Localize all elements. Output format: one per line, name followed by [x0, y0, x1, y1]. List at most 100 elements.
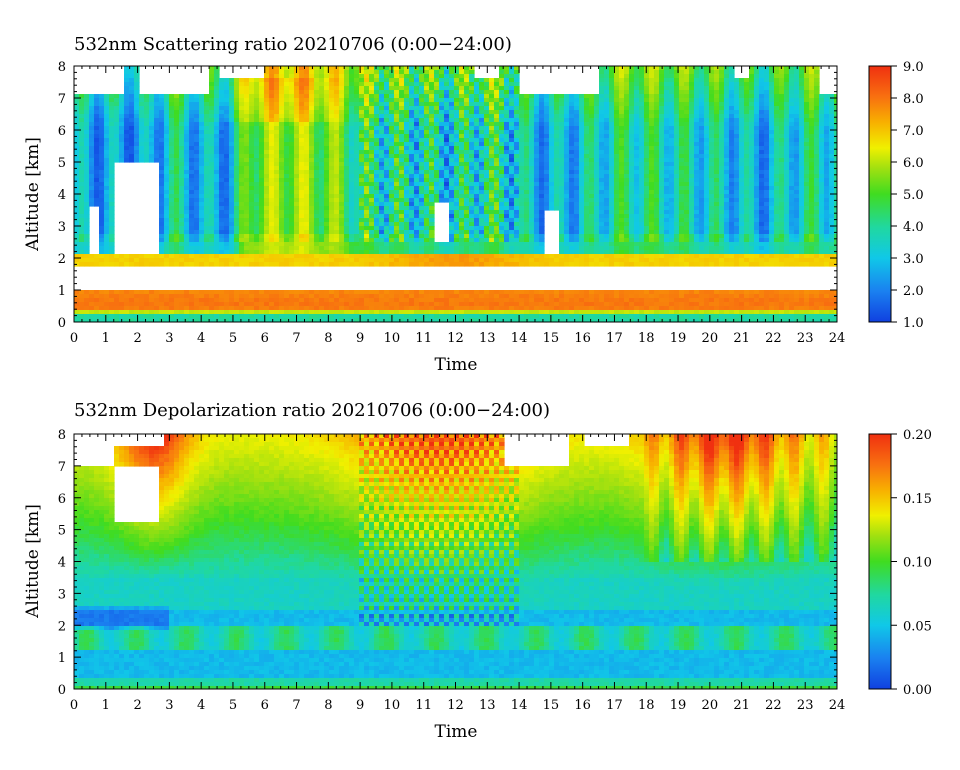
field-cell	[184, 158, 190, 163]
field-cell	[289, 210, 295, 215]
field-cell	[244, 226, 250, 231]
field-cell	[314, 170, 320, 175]
field-cell	[269, 182, 275, 187]
field-cell	[469, 142, 475, 147]
field-cell	[274, 162, 280, 167]
field-cell	[534, 226, 540, 231]
field-cell	[469, 78, 475, 83]
field-cell	[89, 290, 95, 295]
field-cell	[249, 298, 255, 303]
field-cell	[189, 142, 195, 147]
field-cell	[519, 174, 525, 179]
field-cell	[294, 306, 300, 311]
field-cell	[514, 198, 520, 203]
panel1-title: 532nm Scattering ratio 20210706 (0:00−24…	[74, 34, 512, 55]
field-cell	[499, 170, 505, 175]
field-cell	[464, 246, 470, 251]
field-cell	[469, 130, 475, 135]
field-cell	[164, 114, 170, 119]
field-cell	[289, 242, 295, 247]
field-cell	[404, 118, 410, 123]
field-cell	[159, 110, 165, 115]
field-cell	[449, 258, 455, 263]
field-cell	[169, 246, 175, 251]
field-cell	[519, 234, 525, 239]
field-cell	[374, 154, 380, 159]
field-cell	[454, 106, 460, 111]
field-cell	[539, 98, 545, 103]
field-cell	[404, 238, 410, 243]
field-cell	[214, 150, 220, 155]
field-cell	[284, 186, 290, 191]
field-cell	[274, 258, 280, 263]
field-cell	[384, 90, 390, 95]
field-cell	[74, 318, 80, 322]
field-cell	[209, 110, 215, 115]
field-cell	[364, 302, 370, 307]
field-cell	[409, 186, 415, 191]
field-cell	[534, 234, 540, 239]
field-cell	[394, 110, 400, 115]
field-cell	[534, 186, 540, 191]
field-cell	[239, 110, 245, 115]
field-cell	[384, 178, 390, 183]
field-cell	[389, 190, 395, 195]
field-cell	[79, 98, 85, 103]
field-cell	[169, 314, 175, 319]
field-cell	[419, 238, 425, 243]
field-cell	[414, 174, 420, 179]
field-cell	[404, 82, 410, 87]
field-cell	[374, 66, 380, 71]
field-cell	[394, 118, 400, 123]
field-cell	[504, 234, 510, 239]
field-cell	[224, 170, 230, 175]
field-cell	[74, 130, 80, 135]
field-cell	[339, 122, 345, 127]
field-cell	[274, 298, 280, 303]
field-cell	[184, 222, 190, 227]
field-cell	[409, 182, 415, 187]
field-cell	[89, 190, 95, 195]
field-cell	[514, 102, 520, 107]
field-cell	[104, 186, 110, 191]
field-cell	[299, 106, 305, 111]
field-cell	[269, 90, 275, 95]
field-cell	[489, 294, 495, 299]
field-cell	[84, 138, 90, 143]
field-cell	[404, 242, 410, 247]
field-cell	[479, 258, 485, 263]
field-cell	[339, 142, 345, 147]
field-cell	[419, 146, 425, 151]
field-cell	[99, 158, 105, 163]
field-cell	[339, 146, 345, 151]
field-cell	[364, 162, 370, 167]
field-cell	[359, 158, 365, 163]
field-cell	[244, 218, 250, 223]
field-cell	[179, 186, 185, 191]
field-cell	[514, 226, 520, 231]
field-cell	[284, 154, 290, 159]
field-cell	[499, 78, 505, 83]
field-cell	[454, 318, 460, 322]
field-cell	[489, 82, 495, 87]
field-cell	[169, 234, 175, 239]
field-cell	[354, 222, 360, 227]
field-cell	[339, 182, 345, 187]
field-cell	[414, 110, 420, 115]
field-cell	[534, 178, 540, 183]
field-cell	[384, 126, 390, 131]
field-cell	[144, 298, 150, 303]
field-cell	[164, 98, 170, 103]
field-cell	[289, 318, 295, 322]
field-cell	[264, 198, 270, 203]
field-cell	[239, 314, 245, 319]
field-cell	[449, 242, 455, 247]
field-cell	[274, 94, 280, 99]
field-cell	[319, 122, 325, 127]
field-cell	[384, 98, 390, 103]
field-cell	[499, 206, 505, 211]
field-cell	[519, 110, 525, 115]
field-cell	[544, 118, 550, 123]
field-cell	[369, 166, 375, 171]
field-cell	[314, 242, 320, 247]
